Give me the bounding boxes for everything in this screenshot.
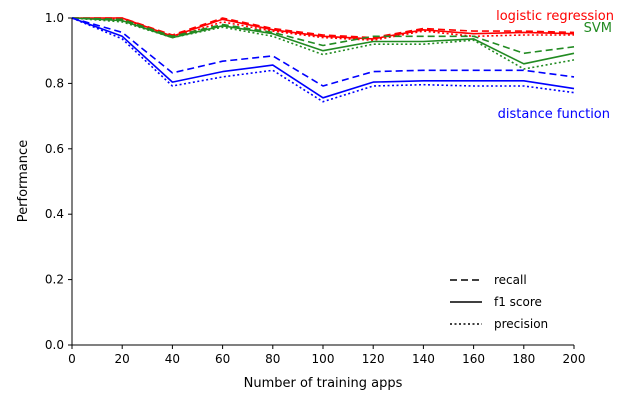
series-label: SVM	[584, 21, 612, 36]
series-line-logistic-regression-f1-score	[72, 17, 575, 40]
series-label: logistic regression	[496, 9, 614, 24]
y-tick-label: 0.2	[45, 273, 64, 287]
series-line-svm-recall	[71, 17, 575, 55]
x-tick-label: 100	[312, 352, 335, 366]
y-tick-label: 0.0	[45, 338, 64, 352]
x-tick-label: 80	[265, 352, 280, 366]
series-line-logistic-regression-recall	[72, 17, 575, 39]
x-tick-label: 0	[68, 352, 76, 366]
y-ticks: 0.0 0.2 0.4 0.6 0.8 1.0	[45, 11, 72, 352]
series-label: distance function	[498, 107, 610, 122]
x-tick-label: 160	[462, 352, 485, 366]
series-line-distance-function-precision	[71, 17, 575, 103]
y-tick-label: 1.0	[45, 11, 64, 25]
series-line-distance-function-recall	[71, 17, 575, 87]
legend-label: precision	[494, 317, 548, 331]
x-tick-label: 200	[563, 352, 586, 366]
x-axis-label: Number of training apps	[244, 376, 403, 391]
y-tick-label: 0.6	[45, 142, 64, 156]
y-tick-label: 0.8	[45, 76, 64, 90]
x-tick-label: 40	[165, 352, 180, 366]
legend-label: recall	[494, 273, 527, 287]
x-tick-label: 180	[512, 352, 535, 366]
y-tick-label: 0.4	[45, 207, 64, 221]
series-line-svm-precision	[71, 17, 575, 70]
x-tick-label: 20	[115, 352, 130, 366]
legend-label: f1 score	[494, 295, 542, 309]
legend: recall f1 score precision	[450, 273, 548, 331]
plot-area	[71, 17, 575, 103]
x-tick-label: 60	[215, 352, 230, 366]
x-ticks: 0 20 40 60 80 100 120 140 160 180 200	[68, 345, 585, 366]
x-tick-label: 120	[362, 352, 385, 366]
series-line-svm-f1-score	[71, 17, 575, 65]
x-tick-label: 140	[412, 352, 435, 366]
y-axis-label: Performance	[16, 140, 31, 222]
series-line-distance-function-f1-score	[71, 17, 575, 99]
